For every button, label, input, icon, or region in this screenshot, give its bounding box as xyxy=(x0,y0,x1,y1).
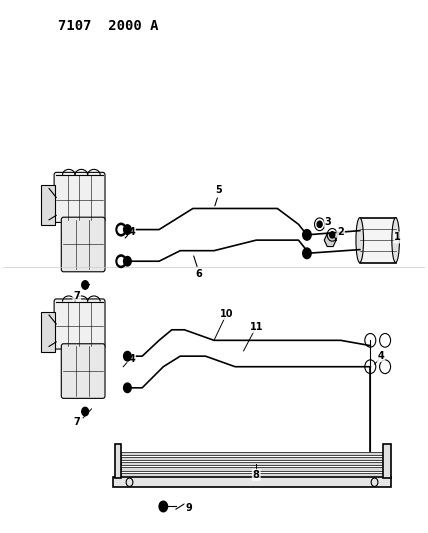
Circle shape xyxy=(118,226,124,233)
Text: 7107  2000 A: 7107 2000 A xyxy=(58,19,158,33)
Circle shape xyxy=(116,255,126,268)
Text: 5: 5 xyxy=(215,185,222,195)
FancyBboxPatch shape xyxy=(41,312,55,352)
Circle shape xyxy=(330,232,335,238)
Bar xyxy=(113,478,392,487)
Circle shape xyxy=(124,256,131,266)
Text: 1: 1 xyxy=(394,232,401,243)
Text: 9: 9 xyxy=(185,503,192,513)
Text: 7: 7 xyxy=(73,417,80,427)
Bar xyxy=(121,467,383,471)
Bar xyxy=(115,443,121,478)
Text: 10: 10 xyxy=(220,309,233,319)
Bar xyxy=(360,217,395,263)
Text: 7: 7 xyxy=(73,290,80,301)
Circle shape xyxy=(82,407,89,416)
Text: 4: 4 xyxy=(377,351,384,361)
Circle shape xyxy=(82,281,89,289)
Text: 4: 4 xyxy=(128,227,135,237)
Circle shape xyxy=(124,225,131,235)
Circle shape xyxy=(124,351,131,361)
Text: 3: 3 xyxy=(325,217,331,227)
Text: 11: 11 xyxy=(250,322,263,332)
Ellipse shape xyxy=(356,217,363,263)
FancyBboxPatch shape xyxy=(61,344,105,398)
Text: 8: 8 xyxy=(253,470,260,480)
Bar xyxy=(121,457,383,460)
Circle shape xyxy=(159,501,167,512)
Bar xyxy=(121,462,383,465)
Bar xyxy=(121,473,383,476)
FancyBboxPatch shape xyxy=(61,217,105,272)
Circle shape xyxy=(118,257,124,265)
Circle shape xyxy=(116,223,126,236)
FancyBboxPatch shape xyxy=(54,172,105,222)
Bar xyxy=(121,451,383,455)
Text: 6: 6 xyxy=(196,269,202,279)
Text: 2: 2 xyxy=(337,227,344,237)
Circle shape xyxy=(303,230,311,240)
Circle shape xyxy=(303,248,311,259)
Ellipse shape xyxy=(392,217,399,263)
Circle shape xyxy=(317,221,322,228)
FancyBboxPatch shape xyxy=(54,299,105,349)
Circle shape xyxy=(124,383,131,393)
Polygon shape xyxy=(324,234,336,247)
FancyBboxPatch shape xyxy=(41,185,55,225)
Bar xyxy=(383,443,391,478)
Text: 4: 4 xyxy=(128,354,135,364)
